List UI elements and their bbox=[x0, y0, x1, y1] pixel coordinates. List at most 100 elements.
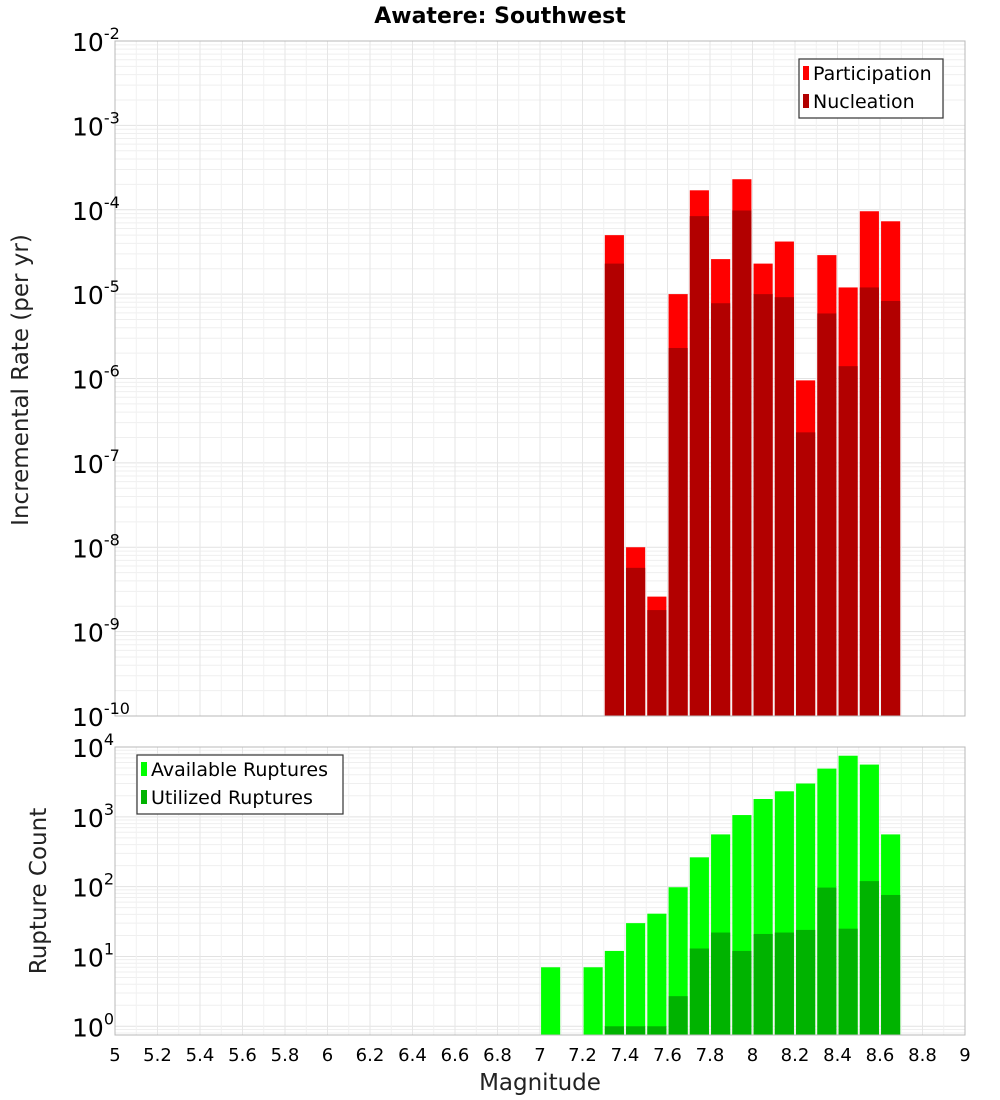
bottom-bar-utilized-ruptures bbox=[796, 929, 816, 1035]
x-tick-label: 7.2 bbox=[568, 1045, 597, 1066]
top-y-tick-exponent: -3 bbox=[104, 108, 120, 127]
x-tick-label: 8.6 bbox=[866, 1045, 895, 1066]
top-y-tick-label: 10-2 bbox=[72, 24, 120, 57]
top-y-tick-exponent: -4 bbox=[104, 193, 120, 212]
top-y-tick-exponent: -6 bbox=[104, 362, 120, 381]
x-tick-label: 5.2 bbox=[143, 1045, 172, 1066]
top-legend: Participation Nucleation bbox=[798, 58, 944, 119]
x-tick-label: 6.6 bbox=[441, 1045, 470, 1066]
bottom-y-tick-base: 10 bbox=[72, 1013, 104, 1042]
top-y-tick-label: 10-10 bbox=[72, 699, 130, 732]
x-tick-label: 6.2 bbox=[356, 1045, 385, 1066]
x-tick-label: 5 bbox=[109, 1045, 120, 1066]
top-y-tick-label: 10-7 bbox=[72, 446, 120, 479]
top-legend-label: Participation bbox=[813, 63, 932, 85]
top-plot-area: 10-1010-910-810-710-610-510-410-310-2Par… bbox=[72, 24, 966, 732]
top-y-tick-base: 10 bbox=[72, 534, 104, 563]
top-bar-nucleation bbox=[774, 297, 794, 716]
top-bar-nucleation bbox=[689, 216, 709, 717]
bottom-y-tick-exponent: 0 bbox=[104, 1009, 114, 1028]
x-tick-label: 8.2 bbox=[781, 1045, 810, 1066]
x-tick-label: 8.8 bbox=[908, 1045, 937, 1066]
bottom-bar-utilized-ruptures bbox=[626, 1026, 646, 1035]
top-legend-label: Nucleation bbox=[813, 91, 915, 113]
x-axis-label: Magnitude bbox=[479, 1070, 601, 1096]
bottom-y-tick-base: 10 bbox=[72, 734, 104, 763]
bottom-bar-available-ruptures bbox=[541, 967, 561, 1035]
bottom-legend-swatch bbox=[141, 790, 147, 804]
top-y-tick-label: 10-3 bbox=[72, 108, 120, 141]
top-bar-nucleation bbox=[626, 567, 646, 716]
bottom-bar-utilized-ruptures bbox=[711, 932, 731, 1035]
top-y-tick-base: 10 bbox=[72, 450, 104, 479]
top-y-tick-base: 10 bbox=[72, 197, 104, 226]
bottom-legend-box bbox=[136, 754, 344, 815]
bottom-bar-available-ruptures bbox=[604, 950, 624, 1035]
bottom-bar-available-ruptures bbox=[647, 913, 667, 1035]
x-tick-label: 7 bbox=[534, 1045, 545, 1066]
x-tick-label: 5.6 bbox=[228, 1045, 257, 1066]
bottom-y-tick-label: 103 bbox=[72, 800, 114, 833]
bottom-legend-label: Available Ruptures bbox=[151, 759, 328, 781]
bottom-bar-utilized-ruptures bbox=[774, 932, 794, 1035]
top-y-tick-exponent: -5 bbox=[104, 277, 120, 296]
bottom-bar-utilized-ruptures bbox=[647, 1026, 667, 1035]
bottom-y-tick-label: 102 bbox=[72, 870, 114, 903]
top-bar-nucleation bbox=[817, 313, 837, 716]
top-bar-nucleation bbox=[859, 287, 879, 716]
top-bar-nucleation bbox=[604, 263, 624, 716]
bottom-bar-utilized-ruptures bbox=[817, 887, 837, 1035]
top-legend-swatch bbox=[803, 66, 809, 80]
top-legend-box bbox=[798, 58, 944, 119]
top-y-tick-base: 10 bbox=[72, 366, 104, 395]
bottom-bar-utilized-ruptures bbox=[604, 1026, 624, 1035]
bottom-y-axis-label: Rupture Count bbox=[26, 808, 52, 974]
top-y-tick-base: 10 bbox=[72, 619, 104, 648]
bottom-plot-frame bbox=[114, 746, 966, 1036]
bottom-legend: Available Ruptures Utilized Ruptures bbox=[136, 754, 344, 815]
top-bar-nucleation bbox=[753, 294, 773, 716]
top-bar-nucleation bbox=[881, 300, 901, 716]
bottom-y-tick-base: 10 bbox=[72, 874, 104, 903]
top-y-tick-base: 10 bbox=[72, 28, 104, 57]
x-tick-label: 5.4 bbox=[186, 1045, 215, 1066]
top-y-tick-label: 10-9 bbox=[72, 615, 120, 648]
x-tick-label: 8.4 bbox=[823, 1045, 852, 1066]
top-bar-nucleation bbox=[838, 366, 858, 716]
bottom-y-tick-exponent: 4 bbox=[104, 730, 114, 749]
top-y-tick-label: 10-8 bbox=[72, 530, 120, 563]
bottom-legend-swatch bbox=[141, 762, 147, 776]
bottom-y-tick-exponent: 1 bbox=[104, 939, 114, 958]
bottom-legend-label: Utilized Ruptures bbox=[151, 787, 313, 809]
top-bar-nucleation bbox=[711, 303, 731, 716]
top-bar-nucleation bbox=[647, 610, 667, 716]
top-y-tick-label: 10-6 bbox=[72, 362, 120, 395]
top-y-tick-exponent: -9 bbox=[104, 615, 120, 634]
top-y-tick-base: 10 bbox=[72, 281, 104, 310]
x-tick-label: 6.4 bbox=[398, 1045, 427, 1066]
bottom-y-tick-base: 10 bbox=[72, 804, 104, 833]
bottom-y-tick-label: 104 bbox=[72, 730, 114, 763]
top-y-tick-label: 10-4 bbox=[72, 193, 120, 226]
bottom-y-tick-base: 10 bbox=[72, 943, 104, 972]
top-y-axis-label: Incremental Rate (per yr) bbox=[8, 234, 34, 526]
bottom-bar-utilized-ruptures bbox=[753, 933, 773, 1035]
top-bar-nucleation bbox=[668, 347, 688, 716]
bottom-y-tick-label: 100 bbox=[72, 1009, 114, 1042]
top-y-tick-base: 10 bbox=[72, 703, 104, 732]
bottom-bar-utilized-ruptures bbox=[689, 948, 709, 1035]
top-legend-swatch bbox=[803, 94, 809, 108]
top-y-tick-exponent: -10 bbox=[104, 699, 130, 718]
top-bar-nucleation bbox=[732, 210, 752, 716]
top-y-tick-base: 10 bbox=[72, 112, 104, 141]
bottom-bar-utilized-ruptures bbox=[881, 894, 901, 1035]
x-tick-label: 5.8 bbox=[271, 1045, 300, 1066]
top-y-tick-label: 10-5 bbox=[72, 277, 120, 310]
top-plot-frame bbox=[114, 40, 966, 717]
x-tick-label: 6 bbox=[322, 1045, 333, 1066]
x-tick-label: 9 bbox=[959, 1045, 970, 1066]
x-tick-label: 7.8 bbox=[696, 1045, 725, 1066]
bottom-bar-utilized-ruptures bbox=[859, 881, 879, 1035]
